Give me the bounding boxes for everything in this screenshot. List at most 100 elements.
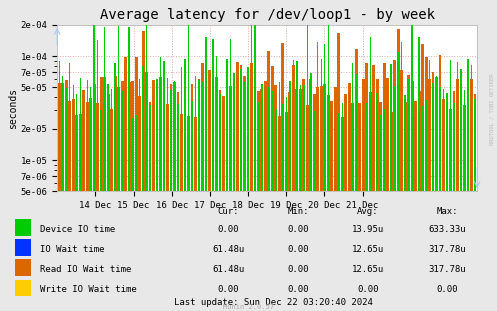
Bar <box>58 83 61 191</box>
Bar <box>393 60 396 191</box>
Bar <box>443 89 444 191</box>
Text: Min:: Min: <box>287 207 309 216</box>
Text: Write IO Wait time: Write IO Wait time <box>40 285 137 294</box>
Bar <box>271 66 274 191</box>
Bar <box>317 87 319 191</box>
Bar <box>411 81 414 191</box>
Bar <box>89 99 92 191</box>
Bar <box>86 80 88 191</box>
Bar <box>418 37 420 191</box>
Bar <box>181 67 182 191</box>
Bar <box>355 49 358 191</box>
Bar <box>359 107 360 191</box>
Bar <box>240 65 243 191</box>
Bar <box>405 95 406 191</box>
Bar <box>453 91 455 191</box>
Text: 0.00: 0.00 <box>287 225 309 234</box>
Text: 633.33u: 633.33u <box>428 225 466 234</box>
Bar <box>188 18 189 191</box>
Bar <box>272 91 273 191</box>
Bar <box>404 102 407 191</box>
Bar <box>300 85 301 191</box>
Bar <box>400 70 403 191</box>
Bar <box>135 57 138 191</box>
Bar <box>253 40 256 191</box>
Bar <box>121 91 123 191</box>
Bar <box>160 58 161 191</box>
Bar <box>117 87 120 191</box>
Bar <box>384 109 385 191</box>
Bar <box>240 69 242 191</box>
Bar <box>100 77 102 191</box>
Bar <box>93 16 95 191</box>
Text: 12.65u: 12.65u <box>352 245 384 254</box>
Bar <box>164 61 165 191</box>
Bar <box>432 83 434 191</box>
Bar <box>233 73 235 191</box>
Bar <box>93 84 95 191</box>
Bar <box>176 92 179 191</box>
Bar <box>467 67 470 191</box>
Bar <box>394 86 395 191</box>
Bar <box>118 26 119 191</box>
Bar <box>143 66 144 191</box>
Bar <box>114 63 116 191</box>
Bar <box>257 91 260 191</box>
Bar <box>446 95 448 191</box>
Bar <box>303 85 305 191</box>
Bar <box>226 59 228 191</box>
Bar <box>474 94 477 191</box>
Bar <box>187 116 190 191</box>
Bar <box>174 81 175 191</box>
Bar <box>107 94 109 191</box>
Bar <box>331 109 332 191</box>
Bar <box>453 103 455 191</box>
Bar <box>198 79 200 191</box>
Bar <box>372 65 375 191</box>
Bar <box>201 63 204 191</box>
Bar <box>15 239 31 256</box>
Bar <box>369 37 371 191</box>
Bar <box>219 90 221 191</box>
Bar <box>327 95 330 191</box>
Bar <box>184 59 186 191</box>
Bar <box>150 105 151 191</box>
Text: 0.00: 0.00 <box>218 285 240 294</box>
Bar <box>338 113 339 191</box>
Bar <box>310 73 312 191</box>
Bar <box>279 82 280 191</box>
Bar <box>153 102 154 191</box>
Bar <box>258 102 259 191</box>
Bar <box>425 57 427 191</box>
Bar <box>281 43 284 191</box>
Bar <box>341 103 343 191</box>
Bar <box>173 82 176 191</box>
Bar <box>80 78 81 191</box>
Bar <box>449 109 452 191</box>
Bar <box>124 57 127 191</box>
Bar <box>68 101 71 191</box>
Bar <box>243 76 246 191</box>
Bar <box>373 97 374 191</box>
Bar <box>344 94 347 191</box>
Bar <box>202 82 203 191</box>
Bar <box>460 69 462 191</box>
Bar <box>467 59 469 191</box>
Text: Cur:: Cur: <box>218 207 240 216</box>
Bar <box>352 63 353 191</box>
Bar <box>237 78 238 191</box>
Bar <box>310 79 312 191</box>
Bar <box>390 112 393 191</box>
Bar <box>429 60 430 191</box>
Bar <box>209 76 210 191</box>
Bar <box>152 80 155 191</box>
Bar <box>278 116 281 191</box>
Bar <box>274 85 277 191</box>
Bar <box>114 76 117 191</box>
Bar <box>205 36 207 191</box>
Bar <box>379 102 382 191</box>
Bar <box>421 44 424 191</box>
Bar <box>149 102 152 191</box>
Bar <box>286 97 287 191</box>
Bar <box>439 87 441 191</box>
